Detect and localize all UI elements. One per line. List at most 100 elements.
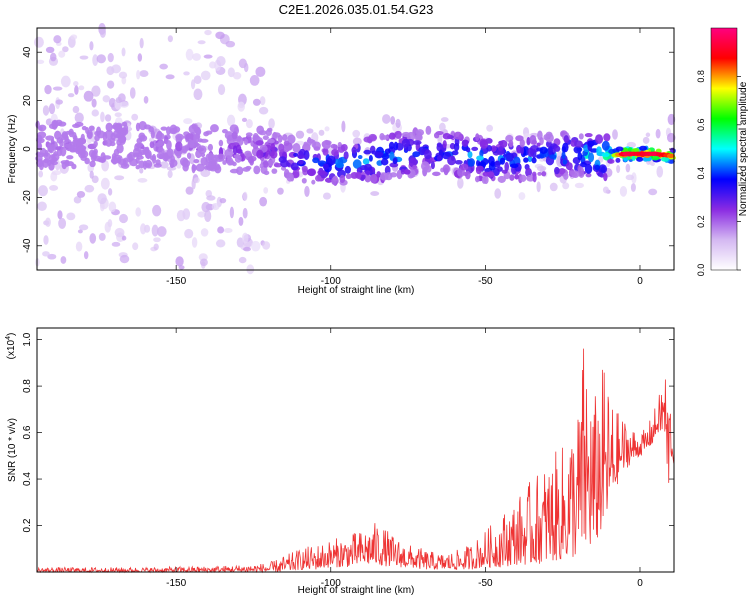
snr-x-tick-label: 0 — [637, 578, 643, 589]
spectrogram-noise-cell — [322, 192, 331, 200]
spectrogram-ridge-cell — [270, 150, 278, 159]
spectrogram-ridge-cell — [364, 163, 372, 172]
spectrogram-noise-cell — [76, 190, 86, 198]
spectrogram-ridge-cell — [268, 138, 273, 143]
spectrogram-ridge-cell — [321, 141, 326, 148]
spectrogram-ridge-cell — [149, 155, 156, 161]
spectrogram-ridge-cell — [412, 140, 422, 145]
spectrogram-ridge-cell — [401, 131, 411, 138]
snr-x-ticks: -150 -100 -50 0 — [166, 328, 643, 589]
spectrogram-noise-cell — [193, 75, 202, 84]
spectrogram-noise-cell — [111, 64, 122, 74]
spectrogram-ridge-cell — [153, 163, 162, 168]
spectrogram-ridge-cell — [149, 141, 155, 149]
spectrogram-ridge-cell — [574, 140, 583, 148]
spectrogram-ridge-cell — [77, 144, 86, 155]
spectrogram-noise-cell — [104, 221, 111, 233]
spectrogram-ridge-cell — [412, 151, 421, 158]
spectrogram-ridge-cell — [561, 151, 566, 160]
spectrogram-ridge-cell — [490, 145, 497, 153]
spectrogram-ridge-cell — [224, 148, 234, 159]
spectrogram-ridge-cell — [636, 156, 644, 162]
spectrogram-ridge-cell — [451, 150, 459, 156]
spectrogram-noise-cell — [78, 224, 89, 231]
spectrogram-ridge-cell — [362, 158, 370, 165]
spectrogram-noise-cell — [259, 96, 266, 106]
spectrogram-ridge-cell — [436, 154, 443, 162]
spectrogram-noise-cell — [106, 80, 115, 89]
spectrogram-ridge-cell — [267, 159, 274, 167]
spectrogram-ridge-cell — [263, 170, 270, 176]
spectrogram-ridge-cell — [375, 151, 384, 158]
spectrogram-noise-cell — [486, 124, 493, 132]
spectrogram-ridge-core — [666, 153, 675, 159]
spectrogram-ridge-cell — [505, 152, 514, 162]
spectrogram-ridge-cell — [529, 145, 539, 153]
spectrogram-ridge-cell — [120, 127, 129, 136]
spectrogram-ridge-cell — [121, 121, 128, 127]
spectrogram-ridge-cell — [138, 120, 147, 131]
spectrogram-ridge-cell — [253, 165, 261, 175]
spectrogram-ridge-cell — [100, 152, 106, 161]
spectrogram-noise-cell — [100, 111, 105, 123]
spectrogram-noise-cell — [98, 232, 106, 241]
spectrogram-ridge-cell — [315, 175, 322, 182]
spectrogram-noise-cell — [140, 223, 147, 235]
spectrogram-ridge-cell — [134, 143, 140, 152]
spectrogram-ridge-cell — [262, 135, 269, 141]
spectrogram-noise-cell — [191, 237, 198, 248]
spectrogram-ridge-cell — [523, 157, 529, 163]
spectrogram-noise-cell — [165, 74, 175, 80]
spectrogram-ridge-cell — [119, 135, 126, 145]
spectrogram-noise-cell — [200, 168, 211, 178]
spectrogram-ridge-cell — [475, 165, 484, 172]
spectrogram-noise-cell — [225, 40, 236, 48]
spectrogram-ridge-cell — [531, 157, 537, 164]
spectrogram-noise-cell — [44, 84, 52, 95]
spectrogram-ridge-cell — [193, 158, 200, 164]
spectrogram-ridge-cell — [364, 174, 372, 183]
spectrogram-ridge-cell — [281, 134, 288, 141]
spectrogram-ridge-cell — [345, 173, 352, 179]
spectrogram-noise-cell — [626, 141, 636, 149]
spectrogram-noise-cell — [656, 165, 664, 178]
spectrogram-noise-cell — [666, 132, 676, 143]
spectrogram-ridge-cell — [59, 146, 67, 157]
spectrogram-y-tick-label: 20 — [22, 95, 33, 107]
spectrogram-ridge-cell — [110, 157, 120, 164]
spectrogram-noise-cell — [119, 213, 128, 224]
spectrogram-ridge-cell — [154, 142, 163, 147]
spectrogram-ridge-cell — [126, 153, 133, 163]
spectrogram-noise-cell — [91, 175, 99, 184]
spectrogram-ridge-cell — [420, 161, 430, 171]
spectrogram-noise-cell — [37, 201, 47, 212]
spectrogram-ridge-cell — [205, 153, 212, 163]
spectrogram-noise-cell — [217, 226, 225, 234]
colorbar-gradient — [710, 27, 738, 271]
spectrogram-ridge-cell — [61, 162, 67, 170]
spectrogram-ridge-cell — [227, 155, 232, 161]
spectrogram-ridge-cell — [245, 132, 253, 137]
spectrogram-noise-cell — [200, 228, 209, 237]
spectrogram-noise-cell — [229, 206, 234, 219]
spectrogram-ridge-cell — [148, 126, 154, 133]
spectrogram-noise-cell — [167, 35, 173, 43]
spectrogram-noise-cell — [51, 170, 62, 176]
spectrogram-noise-cell — [217, 84, 226, 96]
spectrogram-ridge-cell — [155, 132, 165, 141]
spectrogram-noise-cell — [655, 128, 661, 139]
spectrogram-ridge-cell — [175, 141, 183, 152]
snr-y-tick-label: 1.0 — [22, 332, 33, 346]
spectrogram-ridge-cell — [509, 174, 515, 181]
spectrogram-ridge-cell — [218, 139, 224, 147]
spectrogram-noise-cell — [119, 101, 129, 108]
spectrogram-ridge-cell — [270, 143, 276, 152]
spectrogram-ridge-cell — [58, 121, 67, 127]
spectrogram-noise-cell — [151, 224, 159, 237]
spectrogram-ridge-cell — [166, 126, 171, 136]
spectrogram-noise-cell — [45, 46, 55, 54]
spectrogram-ridge-cell — [109, 137, 116, 143]
spectrogram-ridge-cell — [536, 142, 541, 147]
spectrogram-ridge-cell — [414, 134, 423, 142]
spectrogram-ridge-cell — [471, 146, 479, 151]
